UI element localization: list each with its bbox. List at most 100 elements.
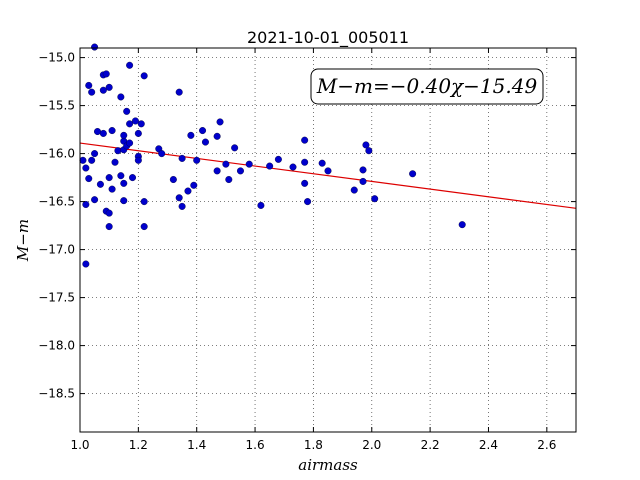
data-point bbox=[225, 176, 233, 184]
data-point bbox=[231, 144, 239, 152]
y-tick-label: −16.5 bbox=[38, 195, 75, 209]
data-point bbox=[82, 200, 90, 208]
data-point bbox=[266, 162, 274, 170]
data-point bbox=[213, 132, 221, 140]
data-point bbox=[108, 185, 116, 193]
annotation-box bbox=[310, 68, 544, 105]
data-point bbox=[301, 136, 309, 144]
data-point bbox=[458, 221, 466, 229]
data-point bbox=[134, 129, 142, 137]
data-point bbox=[96, 180, 104, 188]
chart-title: 2021-10-01_005011 bbox=[247, 28, 409, 48]
data-point bbox=[222, 160, 230, 168]
data-point bbox=[134, 156, 142, 164]
data-point bbox=[91, 150, 99, 158]
x-tick-label: 1.8 bbox=[304, 438, 323, 452]
data-point bbox=[304, 198, 312, 206]
data-point bbox=[126, 120, 134, 128]
data-point bbox=[199, 127, 207, 135]
data-point bbox=[105, 83, 113, 91]
data-point bbox=[82, 164, 90, 172]
data-point bbox=[102, 70, 110, 78]
data-point bbox=[178, 154, 186, 162]
x-tick-label: 2.0 bbox=[362, 438, 381, 452]
data-point bbox=[79, 156, 87, 164]
data-point bbox=[169, 176, 177, 184]
data-point bbox=[184, 187, 192, 195]
data-point bbox=[371, 195, 379, 203]
x-tick-label: 1.0 bbox=[70, 438, 89, 452]
x-axis-label: airmass bbox=[298, 456, 358, 474]
data-point bbox=[365, 147, 373, 155]
data-point bbox=[213, 167, 221, 175]
y-tick-label: −17.5 bbox=[38, 291, 75, 305]
y-tick-label: −15.0 bbox=[38, 51, 75, 65]
y-tick-label: −16.0 bbox=[38, 147, 75, 161]
data-point bbox=[120, 131, 128, 139]
data-point bbox=[85, 81, 93, 89]
data-point bbox=[111, 158, 119, 166]
data-point bbox=[88, 88, 96, 96]
data-point bbox=[99, 86, 107, 94]
data-point bbox=[126, 61, 134, 69]
data-point bbox=[123, 107, 131, 115]
x-tick-label: 2.6 bbox=[537, 438, 556, 452]
data-point bbox=[301, 158, 309, 166]
data-point bbox=[131, 117, 139, 125]
data-point bbox=[129, 174, 137, 182]
axis-ticks: 1.0 1.2 1.4 1.6 1.8 2.0 2.2 2.4 2.6 −15.0 −15.5 −16… bbox=[38, 48, 576, 452]
data-point bbox=[289, 163, 297, 171]
data-point bbox=[175, 88, 183, 96]
x-tick-label: 1.6 bbox=[246, 438, 265, 452]
x-tick-label: 1.2 bbox=[129, 438, 148, 452]
data-point bbox=[175, 194, 183, 202]
data-point bbox=[190, 181, 198, 189]
y-tick-label: −18.0 bbox=[38, 339, 75, 353]
data-point bbox=[117, 93, 125, 101]
x-tick-label: 1.4 bbox=[187, 438, 206, 452]
data-point bbox=[82, 260, 90, 268]
data-point bbox=[105, 223, 113, 231]
data-point bbox=[140, 72, 148, 80]
x-tick-label: 2.2 bbox=[421, 438, 440, 452]
data-point bbox=[216, 118, 224, 126]
data-point bbox=[245, 160, 253, 168]
data-point bbox=[94, 128, 102, 136]
y-tick-label: −15.5 bbox=[38, 99, 75, 113]
data-point bbox=[350, 186, 358, 194]
data-point bbox=[324, 167, 332, 175]
y-tick-label: −17.0 bbox=[38, 243, 75, 257]
y-axis-label: M−m bbox=[14, 219, 32, 262]
data-point bbox=[126, 139, 134, 147]
data-points bbox=[79, 43, 466, 268]
data-point bbox=[105, 174, 113, 182]
data-point bbox=[108, 127, 116, 135]
y-tick-label: −18.5 bbox=[38, 387, 75, 401]
data-point bbox=[274, 155, 282, 163]
data-point bbox=[88, 156, 96, 164]
data-point bbox=[359, 166, 367, 174]
data-point bbox=[140, 198, 148, 206]
data-point bbox=[318, 159, 326, 167]
data-point bbox=[85, 175, 93, 183]
plot-frame bbox=[79, 47, 577, 433]
data-point bbox=[158, 150, 166, 158]
data-point bbox=[187, 131, 195, 139]
data-point bbox=[91, 196, 99, 204]
data-point bbox=[99, 129, 107, 137]
fit-line-layer bbox=[79, 142, 577, 209]
data-point bbox=[257, 201, 265, 209]
data-point bbox=[120, 179, 128, 187]
data-point bbox=[105, 209, 113, 217]
fit-equation: M−m=−0.40χ−15.49 bbox=[316, 74, 538, 98]
data-point bbox=[120, 197, 128, 205]
fit-equation-box: M−m=−0.40χ−15.49 bbox=[310, 68, 544, 105]
x-tick-label: 2.4 bbox=[479, 438, 498, 452]
data-point bbox=[178, 202, 186, 210]
data-point bbox=[201, 138, 209, 146]
data-point bbox=[301, 179, 309, 187]
grid-lines bbox=[79, 48, 576, 432]
data-point bbox=[193, 156, 201, 164]
